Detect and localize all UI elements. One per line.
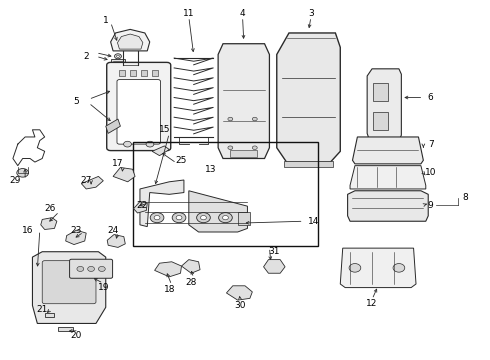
Polygon shape [32,252,106,323]
Text: 13: 13 [205,165,217,174]
Bar [152,70,158,76]
Circle shape [200,216,206,220]
Text: 31: 31 [269,247,280,256]
Text: 22: 22 [137,201,148,210]
Text: 26: 26 [44,204,55,213]
Text: 6: 6 [428,93,434,102]
Circle shape [77,266,84,271]
Text: 25: 25 [176,156,187,165]
Circle shape [98,266,105,271]
Text: 19: 19 [98,283,109,292]
Polygon shape [264,260,285,273]
FancyBboxPatch shape [42,261,96,304]
FancyBboxPatch shape [107,62,171,150]
Polygon shape [140,180,184,226]
Circle shape [150,213,164,223]
FancyBboxPatch shape [117,80,160,144]
Text: 1: 1 [103,16,109,25]
Polygon shape [352,137,423,164]
Circle shape [219,213,232,223]
Text: 27: 27 [80,176,92,185]
Circle shape [88,266,95,271]
Text: 30: 30 [234,301,246,310]
Text: 21: 21 [37,305,48,314]
Bar [120,70,125,76]
Polygon shape [66,230,86,244]
Text: 16: 16 [22,226,33,235]
Polygon shape [218,44,270,158]
Bar [133,142,318,246]
Bar [130,70,136,76]
Text: 4: 4 [240,9,245,18]
Bar [58,327,73,331]
Polygon shape [152,146,169,156]
Bar [284,161,333,167]
Bar [230,150,257,157]
Text: 20: 20 [71,332,82,341]
Circle shape [117,55,120,57]
Bar [373,83,388,101]
Polygon shape [181,260,200,273]
Text: 12: 12 [367,299,378,308]
Text: 15: 15 [159,125,170,134]
Polygon shape [134,202,147,213]
Circle shape [222,216,228,220]
Circle shape [393,264,405,272]
Polygon shape [81,176,103,189]
Circle shape [123,141,131,147]
Text: 14: 14 [308,217,319,226]
Polygon shape [118,34,143,49]
Text: 2: 2 [83,52,89,61]
Circle shape [196,213,210,223]
Bar [45,313,54,317]
Bar [373,112,388,130]
Text: 3: 3 [308,9,314,18]
Text: 9: 9 [428,201,434,210]
Polygon shape [367,69,401,140]
Circle shape [115,54,122,59]
Text: 28: 28 [186,278,197,287]
Circle shape [252,146,257,149]
Text: 29: 29 [10,176,21,185]
Circle shape [252,117,257,121]
Text: 24: 24 [107,226,119,235]
Polygon shape [155,262,181,277]
Text: 23: 23 [71,226,82,235]
Text: 7: 7 [428,140,434,149]
Polygon shape [113,167,135,182]
Polygon shape [107,234,125,247]
Polygon shape [340,248,416,288]
Circle shape [172,213,186,223]
Circle shape [154,216,160,220]
Text: 5: 5 [74,96,79,105]
Circle shape [176,216,182,220]
Text: 8: 8 [462,193,468,202]
Polygon shape [226,286,252,300]
Polygon shape [106,119,121,134]
Polygon shape [111,30,150,51]
Circle shape [228,117,233,121]
Polygon shape [189,191,247,232]
Polygon shape [41,218,57,229]
Circle shape [146,141,154,147]
Polygon shape [350,166,426,189]
Polygon shape [277,33,340,162]
Text: 18: 18 [164,285,175,294]
Text: 11: 11 [183,9,195,18]
Circle shape [17,168,28,177]
Polygon shape [111,59,125,63]
Text: 17: 17 [112,159,123,168]
Circle shape [228,146,233,149]
Circle shape [349,264,361,272]
Bar [238,212,250,225]
FancyBboxPatch shape [70,259,113,278]
Polygon shape [347,191,428,221]
Text: 10: 10 [425,168,437,177]
Bar [141,70,147,76]
